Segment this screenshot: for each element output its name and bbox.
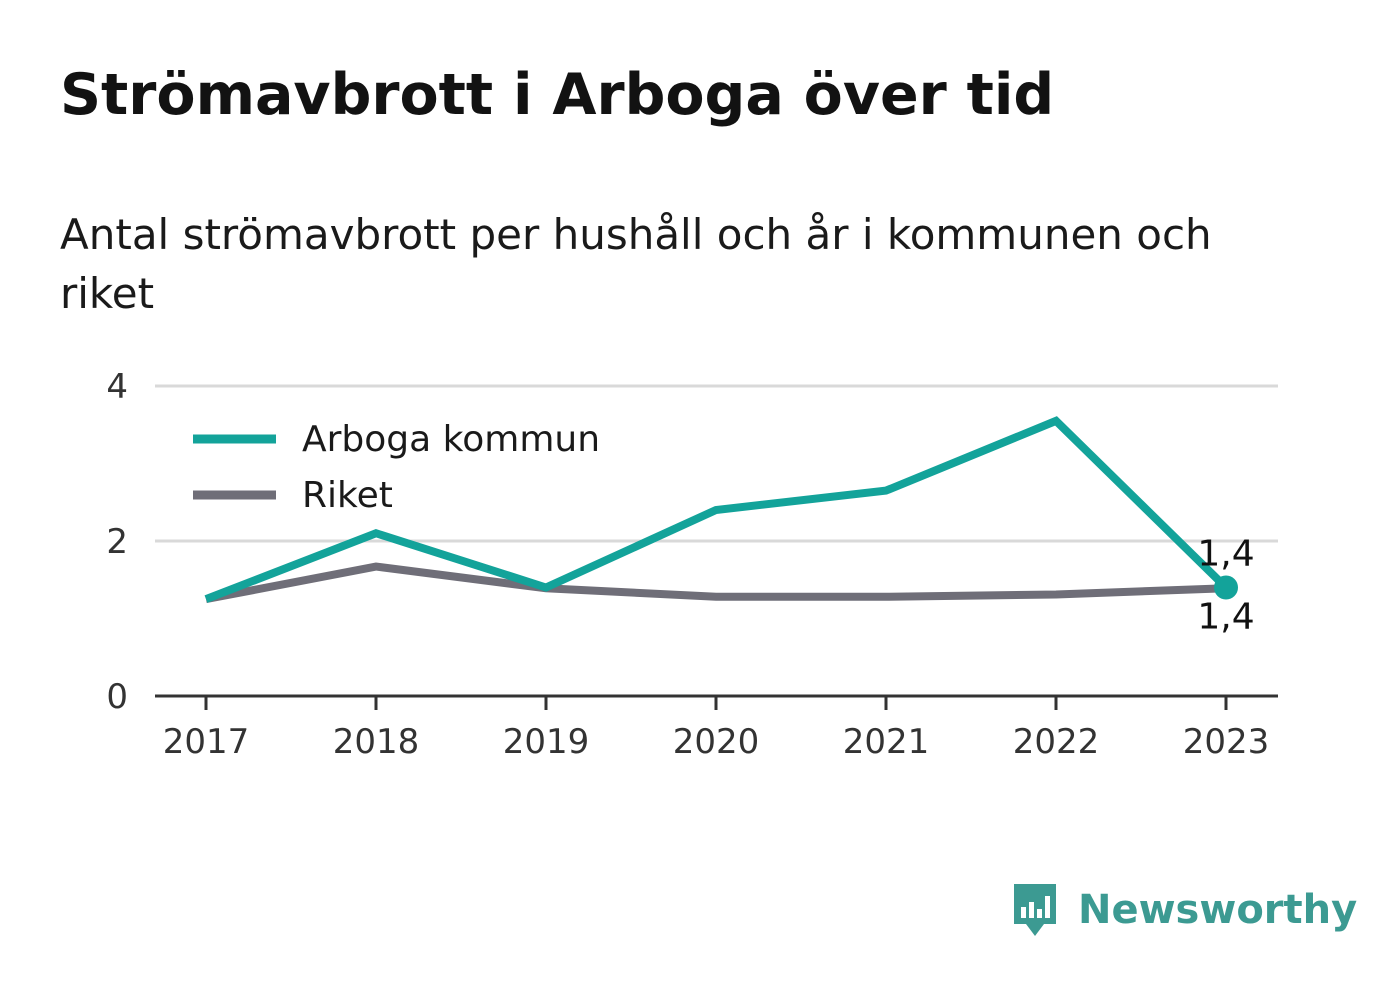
end-point-marker [1214, 575, 1238, 600]
x-tick-label: 2019 [503, 722, 590, 762]
newsworthy-logo-icon [1014, 884, 1056, 936]
x-tick-label: 2020 [673, 722, 760, 762]
legend-item-riket-label: Riket [302, 475, 393, 516]
y-tick-label: 2 [106, 522, 128, 562]
chart-subtitle: Antal strömavbrott per hushåll och år i … [60, 210, 1212, 318]
series-lines [204, 416, 1229, 604]
grid-lines [155, 384, 1278, 543]
brand-logo: Newsworthy [1010, 880, 1357, 940]
legend-item-arboga-kommun-label: Arboga kommun [302, 419, 600, 460]
end-label-riket: 1,4 [1197, 596, 1254, 637]
end-labels: 1,4 1,4 [1197, 534, 1254, 638]
legend: Arboga kommun Riket [193, 419, 600, 516]
x-tick-label: 2023 [1183, 722, 1270, 762]
y-tick-label: 4 [106, 367, 128, 407]
chart-title: Strömavbrott i Arboga över tid [60, 62, 1055, 128]
brand-name: Newsworthy [1078, 887, 1358, 933]
x-axis: 2017 2018 2019 2020 2021 2022 2023 [155, 694, 1278, 762]
series-line-riket [205, 562, 1227, 604]
x-tick-label: 2021 [843, 722, 930, 762]
series-line-arboga-kommun [204, 416, 1229, 603]
x-tick-label: 2017 [163, 722, 250, 762]
y-tick-label: 0 [106, 677, 128, 717]
x-tick-label: 2022 [1013, 722, 1100, 762]
end-label-arboga-kommun: 1,4 [1197, 534, 1254, 575]
x-tick-label: 2018 [333, 722, 420, 762]
y-axis-ticks: 0 2 4 [106, 367, 128, 717]
